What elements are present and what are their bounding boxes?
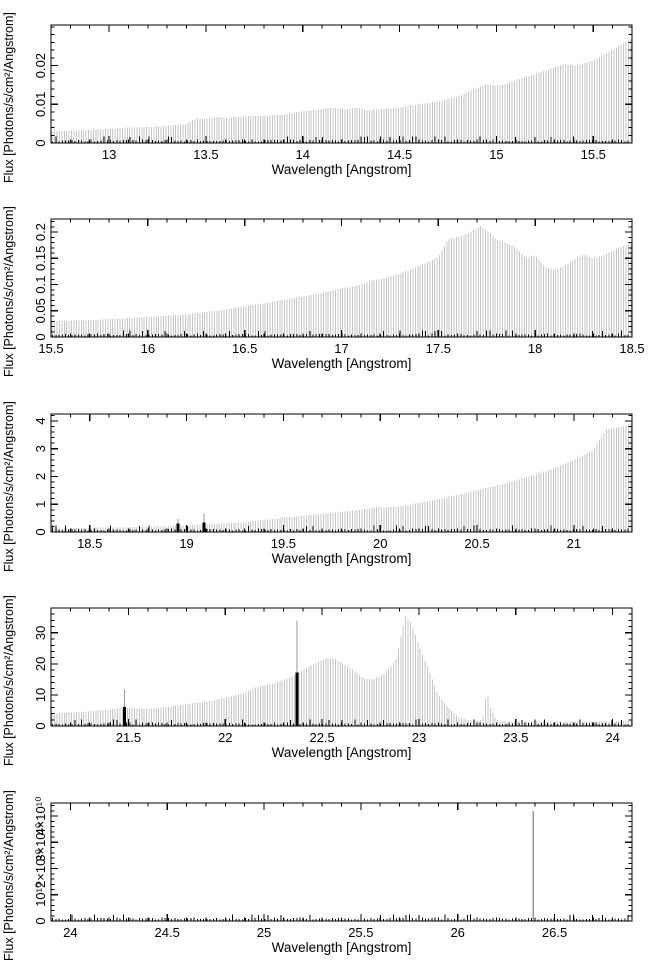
emission-lines: [176, 513, 206, 532]
svg-text:20.5: 20.5: [464, 536, 489, 551]
svg-text:15.5: 15.5: [581, 147, 606, 162]
axis-ticks: 24 24.5 25 25.5 26 26.5 0 10¹⁰2×10¹⁰3×10¹⁰4×10¹…: [33, 797, 633, 940]
svg-text:17: 17: [334, 341, 348, 356]
svg-text:4×10¹⁰: 4×10¹⁰: [33, 797, 48, 836]
y-axis-title: Flux [Photons/s/cm²/Angstrom]: [2, 401, 16, 572]
svg-text:24: 24: [63, 925, 77, 940]
svg-text:0.2: 0.2: [33, 223, 48, 241]
svg-text:3: 3: [33, 445, 48, 452]
svg-text:13.5: 13.5: [193, 147, 218, 162]
spectrum-panel-5: 24 24.5 25 25.5 26 26.5 0 10¹⁰ 2×10¹⁰ 3×10¹⁰ 4×10¹…: [0, 778, 653, 973]
y-axis-title: Flux [Photons/s/cm²/Angstrom]: [2, 595, 16, 766]
svg-text:25: 25: [257, 925, 271, 940]
y-axis-title: Flux [Photons/s/cm²/Angstrom]: [2, 12, 16, 183]
svg-text:14: 14: [296, 147, 310, 162]
svg-text:10: 10: [33, 688, 48, 702]
x-axis-title: Wavelength [Angstrom]: [271, 356, 412, 371]
plot-frame: [50, 218, 633, 338]
svg-text:16: 16: [141, 341, 155, 356]
svg-text:3×10¹⁰: 3×10¹⁰: [33, 823, 48, 862]
plot-frame: [50, 24, 633, 144]
y-axis-title: Flux [Photons/s/cm²/Angstrom]: [2, 206, 16, 377]
svg-text:19.5: 19.5: [271, 536, 296, 551]
x-axis-title: Wavelength [Angstrom]: [271, 940, 412, 955]
plot-canvas-3: 18.5 19 19.5 20 20.5 21 0 1 2 3 4: [33, 413, 633, 551]
svg-text:4: 4: [33, 417, 48, 424]
svg-text:0: 0: [33, 333, 48, 340]
x-axis-title: Wavelength [Angstrom]: [271, 162, 412, 177]
svg-text:16.5: 16.5: [232, 341, 257, 356]
svg-text:21: 21: [567, 536, 581, 551]
svg-text:26: 26: [450, 925, 464, 940]
svg-text:0.05: 0.05: [33, 298, 48, 323]
axis-ticks: 18.5 19 19.5 20 20.5 21 0 1 2 3 4: [33, 414, 633, 551]
svg-text:20: 20: [373, 536, 387, 551]
continuum-bars: [51, 39, 632, 143]
spectrum-panel-3: 18.5 19 19.5 20 20.5 21 0 1 2 3 4 Flux [Photons/s/…: [0, 389, 653, 584]
line-spectrum-nubs: [52, 136, 629, 143]
spectrum-panel-1: 13 13.5 14 14.5 15 15.5 0 0.01 0.02 Flux [Photon…: [0, 0, 653, 195]
svg-text:18.5: 18.5: [77, 536, 102, 551]
svg-text:22: 22: [218, 730, 232, 745]
svg-text:24.5: 24.5: [155, 925, 180, 940]
svg-text:0: 0: [33, 528, 48, 535]
svg-text:13: 13: [102, 147, 116, 162]
continuum-bars: [51, 422, 632, 532]
spectrum-panel-2: 15.5 16 16.5 17 17.5 18 18.5 0 0.05 0.1 0.15 0.2 Fl…: [0, 194, 653, 389]
svg-text:23.5: 23.5: [503, 730, 528, 745]
line-spectrum-nubs: [52, 914, 629, 921]
svg-text:0.02: 0.02: [33, 53, 48, 78]
axis-ticks: 15.5 16 16.5 17 17.5 18 18.5 0 0.05 0.1 0.15 0.2: [33, 219, 645, 356]
plot-frame: [50, 413, 633, 533]
x-axis-title: Wavelength [Angstrom]: [271, 745, 412, 760]
svg-text:18.5: 18.5: [619, 341, 644, 356]
svg-text:0: 0: [33, 917, 48, 924]
svg-text:2×10¹⁰: 2×10¹⁰: [33, 849, 48, 888]
svg-text:15.5: 15.5: [38, 341, 63, 356]
continuum-bars: [51, 225, 632, 337]
plot-frame: [50, 802, 633, 922]
plot-frame: [50, 607, 633, 727]
svg-text:20: 20: [33, 657, 48, 671]
svg-text:24: 24: [605, 730, 619, 745]
svg-text:10¹⁰: 10¹⁰: [33, 883, 48, 907]
svg-text:0.1: 0.1: [33, 276, 48, 294]
svg-text:19: 19: [179, 536, 193, 551]
plot-canvas-5: 24 24.5 25 25.5 26 26.5 0 10¹⁰2×10¹⁰3×10¹⁰4×10¹…: [33, 797, 633, 940]
plot-canvas-1: 13 13.5 14 14.5 15 15.5 0 0.01 0.02: [33, 24, 633, 162]
svg-text:21.5: 21.5: [116, 730, 141, 745]
axis-ticks: 21.5 22 22.5 23 23.5 24 0 10 20 30: [33, 607, 633, 745]
svg-text:0.15: 0.15: [33, 246, 48, 271]
svg-text:0.01: 0.01: [33, 92, 48, 117]
spectrum-panel-4: 21.5 22 22.5 23 23.5 24 0 10 20 30 Flux [Photons/…: [0, 583, 653, 778]
axis-ticks: 13 13.5 14 14.5 15 15.5 0 0.01 0.02: [33, 25, 633, 162]
svg-text:23: 23: [412, 730, 426, 745]
continuum-bars: [51, 616, 632, 726]
y-axis-title: Flux [Photons/s/cm²/Angstrom]: [2, 790, 16, 961]
svg-text:0: 0: [33, 139, 48, 146]
svg-text:17.5: 17.5: [426, 341, 451, 356]
plot-canvas-2: 15.5 16 16.5 17 17.5 18 18.5 0 0.05 0.1 0.15 0.2: [33, 218, 645, 356]
svg-text:14.5: 14.5: [387, 147, 412, 162]
emission-lines: [123, 620, 299, 726]
svg-text:1: 1: [33, 501, 48, 508]
svg-text:26.5: 26.5: [542, 925, 567, 940]
plot-canvas-4: 21.5 22 22.5 23 23.5 24 0 10 20 30: [33, 607, 633, 745]
x-axis-title: Wavelength [Angstrom]: [271, 551, 412, 566]
svg-text:25.5: 25.5: [348, 925, 373, 940]
svg-text:18: 18: [528, 341, 542, 356]
svg-text:15: 15: [489, 147, 503, 162]
svg-text:30: 30: [33, 626, 48, 640]
svg-text:22.5: 22.5: [309, 730, 334, 745]
svg-text:0: 0: [33, 722, 48, 729]
svg-text:2: 2: [33, 473, 48, 480]
